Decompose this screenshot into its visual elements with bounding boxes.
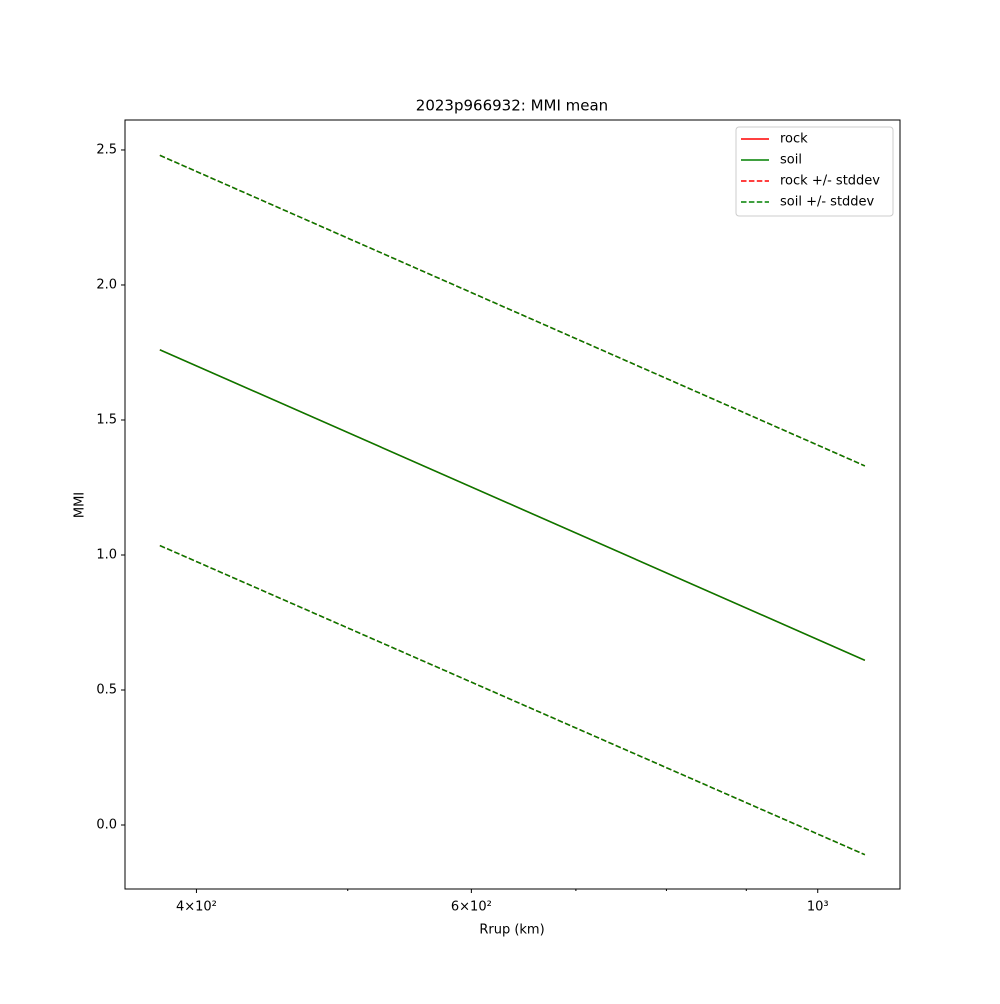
- y-tick-label: 0.5: [96, 682, 117, 697]
- series-line: [159, 544, 866, 856]
- legend-label: rock +/- stddev: [780, 174, 880, 189]
- legend-label: soil +/- stddev: [780, 195, 875, 210]
- plot-frame: [124, 119, 901, 890]
- x-tick-label: 10³: [807, 900, 829, 915]
- y-tick-label: 1.0: [96, 547, 117, 562]
- series-line: [159, 349, 866, 661]
- x-tick-label: 4×10²: [176, 900, 217, 915]
- x-tick-label: 6×10²: [451, 900, 492, 915]
- y-tick-label: 0.0: [96, 818, 117, 833]
- y-tick-label: 2.5: [96, 142, 117, 157]
- chart-title: 2023p966932: MMI mean: [416, 97, 608, 115]
- y-tick-label: 2.0: [96, 277, 117, 292]
- series-line: [159, 154, 866, 467]
- x-axis-label: Rrup (km): [479, 923, 544, 938]
- legend-box: [735, 126, 894, 217]
- y-tick-label: 1.5: [96, 412, 117, 427]
- y-axis-label: MMI: [73, 492, 88, 518]
- legend-label: soil: [780, 153, 802, 168]
- legend-label: rock: [780, 132, 808, 147]
